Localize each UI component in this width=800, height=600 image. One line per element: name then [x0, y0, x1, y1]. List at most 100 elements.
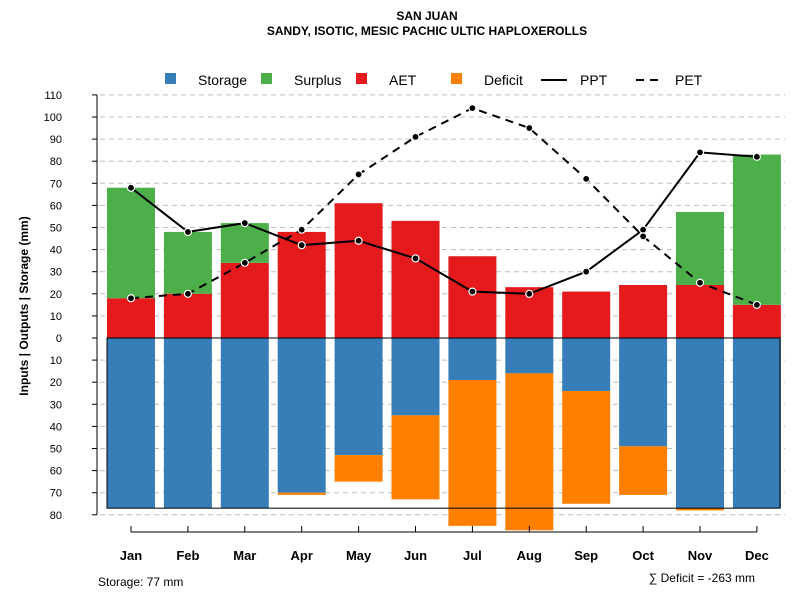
x-tick-label-sep: Sep — [574, 548, 598, 563]
bar-aet-sep — [562, 291, 611, 338]
y-tick-label: 60 — [50, 200, 62, 212]
point-ppt-feb — [183, 227, 192, 237]
line-ppt — [130, 151, 757, 295]
bar-surplus-jan — [107, 187, 155, 299]
deficit-note: ∑ Deficit = -263 mm — [649, 571, 755, 585]
point-pet-jun — [411, 132, 420, 141]
point-ppt-jul — [468, 287, 477, 296]
legend-label-storage: Storage — [198, 72, 247, 88]
grid-lines — [100, 94, 785, 516]
x-tick-label-aug: Aug — [517, 548, 542, 563]
point-ppt-dec — [752, 152, 762, 161]
chart-title: SAN JUAN — [396, 9, 457, 23]
legend-label-aet: AET — [389, 72, 417, 88]
bar-storage-oct — [619, 338, 668, 447]
bar-aet-feb — [163, 293, 212, 338]
bar-storage-jul — [448, 338, 497, 380]
point-pet-mar — [240, 258, 249, 267]
storage-capacity-box — [106, 337, 781, 509]
point-pet-jul — [468, 104, 477, 113]
y-tick-label: 50 — [50, 223, 62, 235]
bar-aet-nov — [676, 284, 724, 338]
y-tick-label: 110 — [44, 90, 62, 102]
storage-capacity-outline — [106, 337, 781, 509]
bar-storage-jan — [107, 338, 155, 509]
y-tick-label: 20 — [50, 377, 62, 389]
y-tick-label: 100 — [44, 112, 62, 124]
bar-deficit-oct — [619, 446, 668, 495]
point-ppt-jan — [126, 183, 136, 192]
bar-aet-jun — [391, 220, 440, 338]
bar-storage-apr — [277, 338, 326, 493]
point-ppt-aug — [525, 289, 534, 298]
point-ppt-apr — [297, 241, 306, 250]
y-tick-label: 40 — [50, 421, 62, 433]
x-tick-label-jul: Jul — [463, 548, 482, 563]
bar-aet-jul — [448, 256, 497, 338]
y-tick-label: 90 — [50, 134, 62, 146]
bar-storage-nov — [676, 338, 724, 509]
bar-storage-mar — [220, 338, 269, 509]
bars-layer — [107, 154, 781, 531]
legend-swatch-aet — [356, 73, 367, 84]
legend-label-surplus: Surplus — [294, 72, 341, 88]
legend-item-aet: AET — [356, 72, 417, 88]
bar-storage-sep — [562, 338, 611, 392]
storage-note: Storage: 77 mm — [98, 575, 183, 589]
point-pet-feb — [183, 289, 192, 298]
point-ppt-sep — [582, 267, 591, 276]
legend-label-deficit: Deficit — [484, 72, 523, 88]
x-tick-label-dec: Dec — [745, 548, 769, 563]
y-axis-label: Inputs | Outputs | Storage (mm) — [17, 216, 31, 395]
legend-item-deficit: Deficit — [451, 72, 523, 88]
legend-item-ppt: PPT — [541, 72, 608, 88]
y-tick-label: 60 — [50, 466, 62, 478]
lines-layer — [126, 104, 762, 309]
point-ppt-may — [354, 236, 363, 245]
point-pet-jan — [126, 294, 136, 303]
chart-legend: Storage Surplus AET Deficit PPT PET — [165, 72, 703, 88]
point-pet-nov — [695, 278, 705, 287]
x-tick-label-jan: Jan — [120, 548, 142, 563]
point-ppt-nov — [695, 148, 705, 157]
y-tick-label: 70 — [50, 488, 62, 500]
bar-storage-feb — [163, 338, 212, 509]
bar-surplus-feb — [163, 231, 212, 294]
point-pet-may — [354, 170, 363, 179]
bar-surplus-dec — [732, 154, 781, 305]
legend-swatch-deficit — [451, 73, 462, 84]
bar-deficit-apr — [277, 492, 326, 495]
legend-item-storage: Storage — [165, 72, 247, 88]
x-tick-label-apr: Apr — [291, 548, 313, 563]
legend-label-ppt: PPT — [580, 72, 608, 88]
x-tick-label-may: May — [346, 548, 372, 563]
y-tick-label: 70 — [50, 178, 62, 190]
bar-storage-aug — [505, 338, 554, 374]
bar-aet-jan — [107, 298, 155, 338]
x-tick-label-nov: Nov — [688, 548, 713, 563]
y-tick-label: 30 — [50, 399, 62, 411]
x-tick-label-mar: Mar — [233, 548, 256, 563]
bar-deficit-jul — [448, 379, 497, 526]
legend-item-pet: PET — [636, 72, 703, 88]
y-tick-label: 10 — [50, 311, 62, 323]
bar-storage-may — [334, 338, 383, 456]
x-tick-label-oct: Oct — [632, 548, 654, 563]
y-tick-label: 10 — [50, 355, 62, 367]
bar-aet-may — [334, 203, 383, 338]
bar-deficit-nov — [676, 508, 724, 511]
line-pet — [130, 107, 758, 306]
point-pet-aug — [525, 123, 534, 133]
chart-subtitle: SANDY, ISOTIC, MESIC PACHIC ULTIC HAPLOX… — [267, 24, 587, 38]
bar-deficit-sep — [562, 391, 611, 504]
bar-deficit-aug — [505, 373, 554, 531]
bar-aet-dec — [732, 304, 781, 338]
legend-swatch-storage — [165, 73, 176, 84]
point-pet-sep — [582, 174, 591, 183]
bar-storage-dec — [732, 338, 781, 509]
bar-aet-apr — [277, 231, 326, 338]
point-pet-dec — [752, 300, 762, 309]
bar-deficit-jun — [391, 415, 440, 500]
y-tick-label: 30 — [50, 267, 62, 279]
